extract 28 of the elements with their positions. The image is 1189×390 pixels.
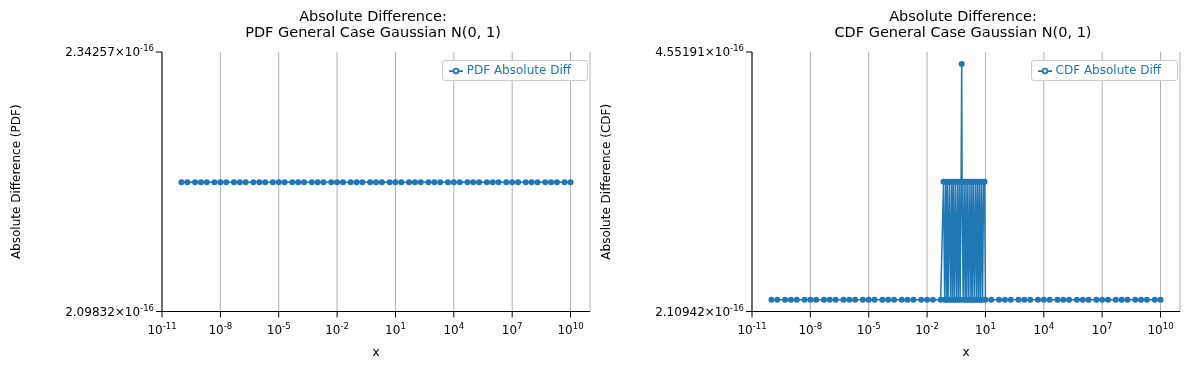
y-axis-title: Absolute Difference (CDF) (599, 103, 614, 260)
x-tick-label: 10$^{7}$ (1091, 320, 1113, 337)
x-tick-label: 10$^{-8}$ (798, 320, 823, 337)
x-axis-title: x (962, 344, 970, 359)
x-tick-label: 10$^{-11}$ (147, 320, 177, 337)
y-tick-label: 2.09832×10$^{-16}$ (65, 302, 154, 319)
legend-label: CDF Absolute Diff (1055, 63, 1161, 77)
y-tick-label: 2.34257×10$^{-16}$ (65, 43, 154, 59)
legend-label: PDF Absolute Diff (466, 63, 571, 77)
y-axis-title: Absolute Difference (PDF) (9, 104, 24, 260)
x-tick-label: 10$^{10}$ (1147, 320, 1174, 337)
x-tick-label: 10$^{-5}$ (266, 320, 291, 337)
x-tick-label: 10$^{-8}$ (208, 320, 233, 337)
x-tick-label: 10$^{1}$ (975, 320, 996, 337)
y-tick-label: 4.55191×10$^{-16}$ (655, 43, 744, 59)
x-tick-label: 10$^{-5}$ (856, 320, 881, 337)
x-tick-label: 10$^{1}$ (385, 320, 406, 337)
x-axis-title: x (372, 344, 380, 359)
chart-title: Absolute Difference: CDF General Case Gaussian N(0, 1) (833, 8, 1093, 40)
x-tick-label: 10$^{7}$ (501, 320, 523, 337)
x-tick-label: 10$^{-11}$ (737, 320, 767, 337)
x-tick-label: 10$^{10}$ (557, 320, 584, 337)
x-tick-label: 10$^{4}$ (1033, 320, 1055, 337)
x-tick-label: 10$^{4}$ (443, 320, 465, 337)
chart-title: Absolute Difference: PDF General Case Gaussian N(0, 1) (244, 8, 502, 40)
x-tick-label: 10$^{-2}$ (915, 320, 939, 337)
x-tick-label: 10$^{-2}$ (325, 320, 349, 337)
y-tick-label: 2.10942×10$^{-16}$ (655, 302, 744, 319)
